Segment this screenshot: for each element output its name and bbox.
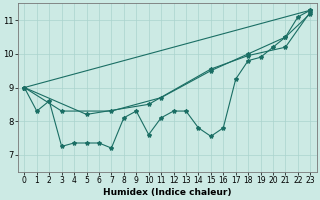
X-axis label: Humidex (Indice chaleur): Humidex (Indice chaleur) <box>103 188 232 197</box>
